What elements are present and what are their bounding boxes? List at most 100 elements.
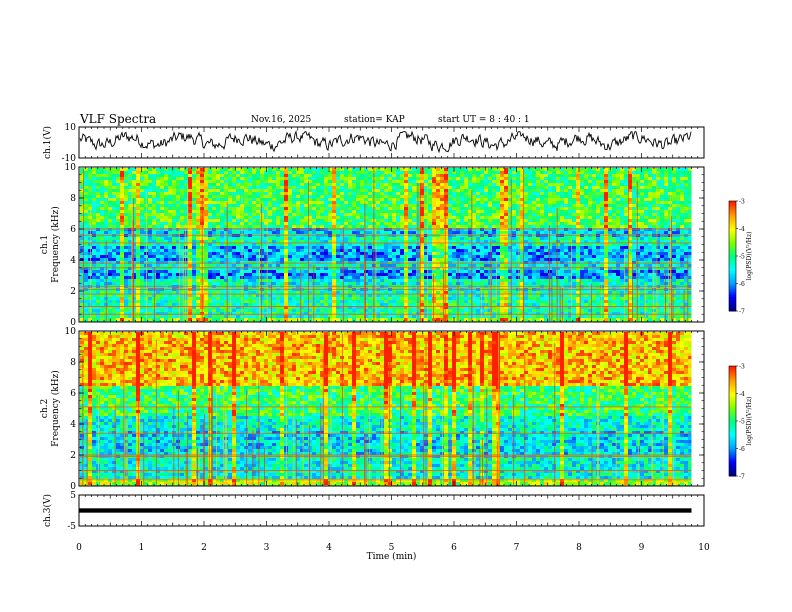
spectro-cell bbox=[120, 168, 124, 171]
spectro-cell bbox=[340, 228, 344, 231]
spectro-cell bbox=[284, 192, 288, 195]
spectro-cell bbox=[316, 252, 320, 255]
spectro-cell bbox=[148, 189, 152, 192]
spectro-cell bbox=[176, 225, 180, 228]
spectro-cell bbox=[156, 315, 160, 318]
spectro-cell bbox=[436, 189, 440, 192]
spectro-cell bbox=[180, 192, 184, 195]
spectro-cell bbox=[444, 282, 448, 285]
spectro-cell bbox=[188, 306, 192, 309]
spectro-cell bbox=[444, 276, 448, 279]
spectro-cell bbox=[140, 249, 144, 252]
spectro-cell bbox=[280, 213, 284, 216]
spectro-cell bbox=[440, 210, 444, 213]
spectro-cell bbox=[196, 171, 200, 174]
spectro-cell bbox=[440, 300, 444, 303]
spectro-cell bbox=[144, 255, 148, 258]
spectro-cell bbox=[244, 249, 248, 252]
spectro-cell bbox=[248, 243, 252, 246]
spectro-cell bbox=[404, 294, 408, 297]
spectro-cell bbox=[324, 195, 328, 198]
spectro-cell bbox=[328, 264, 332, 267]
spectro-cell bbox=[232, 315, 236, 318]
spectro-cell bbox=[248, 303, 252, 306]
spectro-cell bbox=[220, 219, 224, 222]
spectro-cell bbox=[276, 198, 280, 201]
spectro-cell bbox=[148, 264, 152, 267]
spectro-cell bbox=[152, 225, 156, 228]
spectro-cell bbox=[184, 195, 188, 198]
spectro-cell bbox=[216, 237, 220, 240]
spectro-cell bbox=[336, 195, 340, 198]
spectro-cell bbox=[356, 177, 360, 180]
spectro-cell bbox=[116, 252, 120, 255]
spectro-cell bbox=[300, 189, 304, 192]
spectro-cell bbox=[428, 282, 432, 285]
spectro-cell bbox=[140, 267, 144, 270]
spectro-cell bbox=[276, 252, 280, 255]
spectro-cell bbox=[420, 207, 424, 210]
spectro-cell bbox=[296, 195, 300, 198]
spectro-cell bbox=[304, 240, 308, 243]
spectro-cell bbox=[392, 318, 396, 321]
spectro-cell bbox=[348, 297, 352, 300]
spectro-cell bbox=[276, 243, 280, 246]
spectro-cell bbox=[356, 189, 360, 192]
spectro-cell bbox=[292, 192, 296, 195]
spectro-cell bbox=[292, 270, 296, 273]
spectro-cell bbox=[344, 246, 348, 249]
spectro-cell bbox=[272, 249, 276, 252]
spectro-cell bbox=[284, 309, 288, 312]
spectro-cell bbox=[440, 213, 444, 216]
spectro-cell bbox=[356, 213, 360, 216]
spectro-cell bbox=[160, 315, 164, 318]
spectro-cell bbox=[112, 225, 116, 228]
spectro-cell bbox=[408, 240, 412, 243]
spectro-cell bbox=[408, 219, 412, 222]
spectro-cell bbox=[432, 180, 436, 183]
spectro-cell bbox=[208, 300, 212, 303]
spectro-cell bbox=[224, 270, 228, 273]
spectro-cell bbox=[216, 177, 220, 180]
spectro-cell bbox=[80, 225, 84, 228]
spectro-cell bbox=[408, 297, 412, 300]
spectro-cell bbox=[384, 186, 388, 189]
spectro-cell bbox=[348, 195, 352, 198]
spectro-cell bbox=[220, 222, 224, 225]
spectro-cell bbox=[188, 255, 192, 258]
spectro-cell bbox=[264, 291, 268, 294]
spectro-cell bbox=[84, 225, 88, 228]
spectro-cell bbox=[376, 213, 380, 216]
spectro-cell bbox=[396, 267, 400, 270]
spectro-cell bbox=[200, 186, 204, 189]
spectro-cell bbox=[280, 249, 284, 252]
spectro-cell bbox=[80, 315, 84, 318]
spectro-cell bbox=[400, 168, 404, 171]
spectro-cell bbox=[336, 276, 340, 279]
spectro-cell bbox=[156, 198, 160, 201]
spectro-cell bbox=[196, 294, 200, 297]
spectro-cell bbox=[208, 231, 212, 234]
spectro-cell bbox=[140, 264, 144, 267]
spectro-cell bbox=[396, 222, 400, 225]
spectro-cell bbox=[148, 309, 152, 312]
spectro-cell bbox=[432, 189, 436, 192]
spectro-cell bbox=[220, 252, 224, 255]
spectro-cell bbox=[252, 201, 256, 204]
spectro-cell bbox=[272, 303, 276, 306]
spectro-cell bbox=[360, 219, 364, 222]
spectro-cell bbox=[340, 210, 344, 213]
spectro-cell bbox=[300, 318, 304, 321]
spectro-cell bbox=[388, 291, 392, 294]
spectro-cell bbox=[268, 213, 272, 216]
spectro-cell bbox=[140, 219, 144, 222]
spectro-cell bbox=[288, 171, 292, 174]
spectro-cell bbox=[120, 261, 124, 264]
spectro-cell bbox=[216, 282, 220, 285]
spectro-cell bbox=[400, 237, 404, 240]
spectro-cell bbox=[344, 249, 348, 252]
spectro-cell bbox=[368, 171, 372, 174]
spectro-cell bbox=[288, 219, 292, 222]
spectro-cell bbox=[412, 261, 416, 264]
spectro-cell bbox=[336, 171, 340, 174]
